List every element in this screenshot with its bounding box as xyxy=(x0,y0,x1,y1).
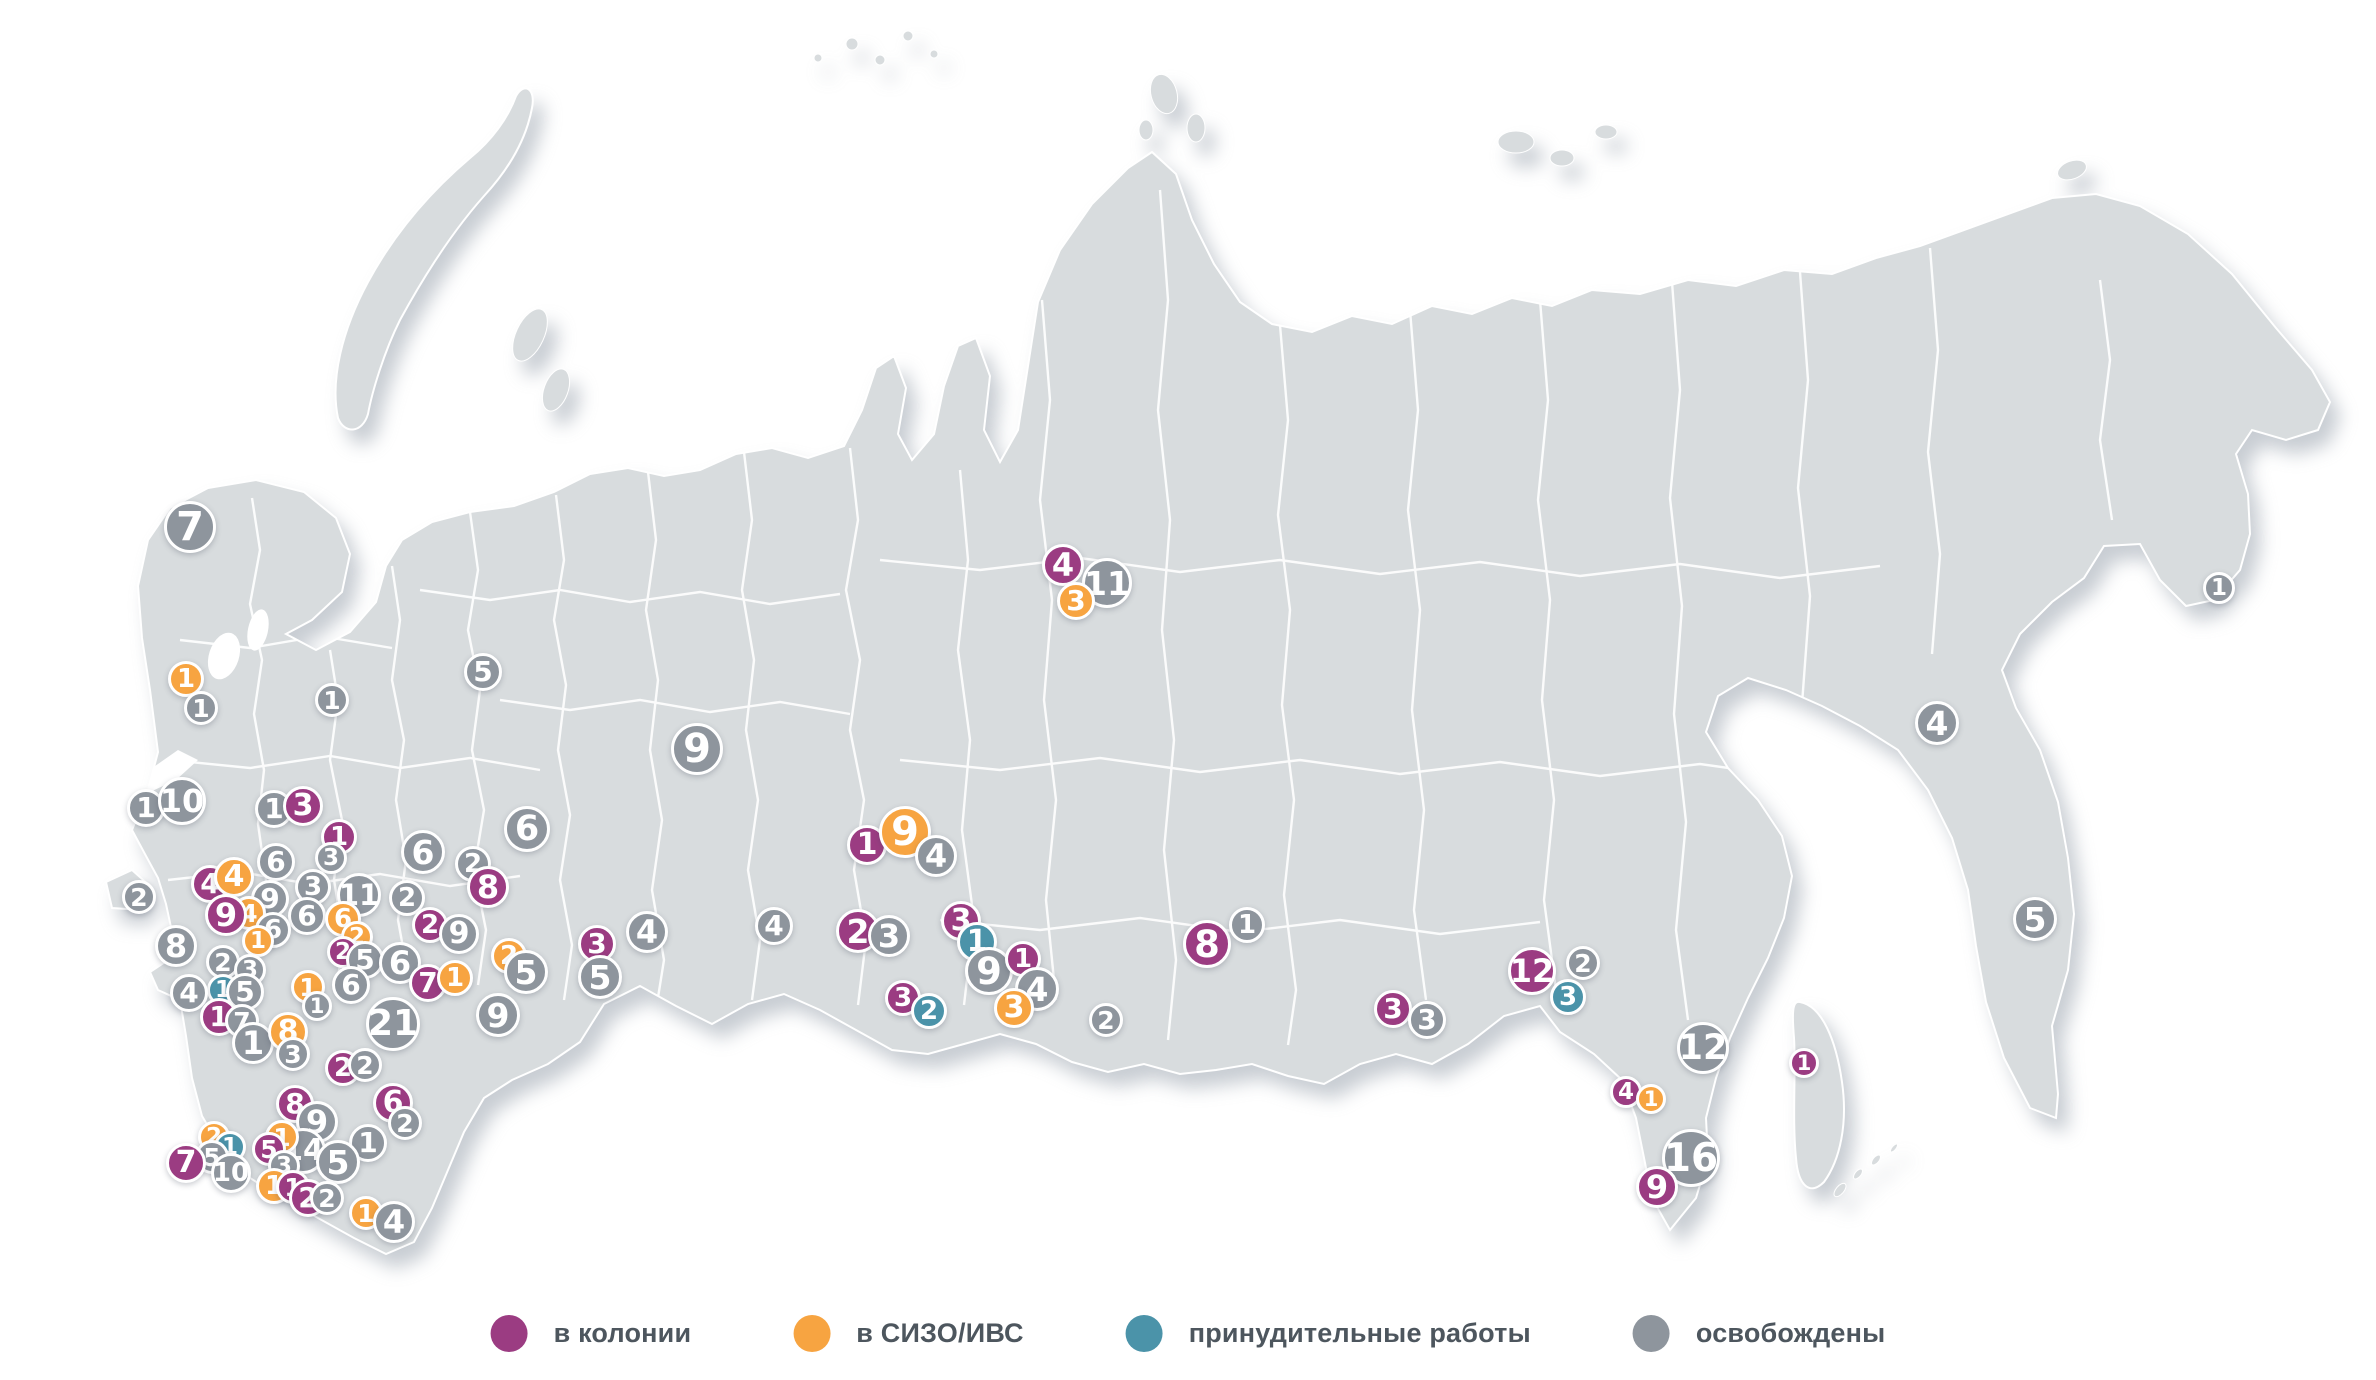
map-marker[interactable]: 1 xyxy=(1229,907,1265,943)
map-marker[interactable]: 7 xyxy=(164,501,216,553)
landmass xyxy=(104,30,2331,1255)
map-marker[interactable]: 9 xyxy=(205,894,247,936)
sizo-dot-icon xyxy=(793,1315,831,1352)
map-marker[interactable]: 2 xyxy=(1566,946,1600,980)
map-marker[interactable]: 4 xyxy=(1042,544,1084,586)
island-novaya-zemlya xyxy=(334,87,534,431)
map-marker[interactable]: 2 xyxy=(836,909,880,953)
legend-item-released: освобождены xyxy=(1632,1315,1886,1352)
map-marker[interactable]: 9 xyxy=(476,993,520,1037)
legend-label-sizo: в СИЗО/ИВС xyxy=(856,1318,1024,1348)
map-marker[interactable]: 9 xyxy=(439,914,479,954)
released-dot-icon xyxy=(1632,1315,1670,1352)
map-marker[interactable]: 1 xyxy=(2203,572,2235,604)
map-marker[interactable]: 6 xyxy=(332,966,370,1004)
map-marker[interactable]: 6 xyxy=(401,830,445,874)
map-marker[interactable]: 2 xyxy=(310,1181,344,1215)
map-marker[interactable]: 1 xyxy=(437,960,473,996)
map-marker[interactable]: 4 xyxy=(626,911,668,953)
map-marker[interactable]: 3 xyxy=(1408,1001,1446,1039)
map-marker[interactable]: 2 xyxy=(911,993,947,1029)
map-marker[interactable]: 9 xyxy=(879,806,931,858)
map-marker[interactable]: 9 xyxy=(1636,1166,1678,1208)
map-marker[interactable]: 8 xyxy=(155,925,197,967)
map-marker[interactable]: 3 xyxy=(1374,990,1412,1028)
forced-labor-dot-icon xyxy=(1125,1315,1163,1352)
map-marker[interactable]: 10 xyxy=(158,777,206,825)
map-marker[interactable]: 3 xyxy=(1057,582,1095,620)
map-marker[interactable]: 2 xyxy=(122,880,156,914)
map-marker[interactable]: 8 xyxy=(1183,920,1231,968)
map-marker[interactable]: 1 xyxy=(315,683,349,717)
map-marker[interactable]: 1 xyxy=(184,691,218,725)
map-marker[interactable]: 4 xyxy=(915,835,957,877)
island-wrangel xyxy=(2057,159,2087,181)
map-marker[interactable]: 9 xyxy=(965,947,1013,995)
map-marker[interactable]: 6 xyxy=(288,897,326,935)
map-marker[interactable]: 3 xyxy=(994,988,1034,1028)
map-marker[interactable]: 1 xyxy=(1789,1048,1819,1078)
gulf-of-finland xyxy=(138,750,198,792)
map-marker[interactable]: 10 xyxy=(211,1153,251,1193)
map-marker[interactable]: 1 xyxy=(242,925,274,957)
map-marker[interactable]: 3 xyxy=(283,786,323,826)
map-marker[interactable]: 3 xyxy=(868,915,910,957)
map-marker[interactable]: 1 xyxy=(1636,1084,1666,1114)
map-marker[interactable]: 12 xyxy=(1508,947,1556,995)
map-marker[interactable]: 5 xyxy=(2013,897,2057,941)
map-marker[interactable]: 1 xyxy=(349,1124,387,1162)
lakes xyxy=(138,609,269,792)
map-marker[interactable]: 4 xyxy=(214,857,254,897)
legend-label-forced-labor: принудительные работы xyxy=(1188,1318,1531,1348)
island-new-siberian xyxy=(1497,130,1535,154)
map-marker[interactable]: 6 xyxy=(504,806,550,852)
legend-item-sizo: в СИЗО/ИВС xyxy=(793,1315,1023,1352)
map-marker[interactable]: 4 xyxy=(373,1201,415,1243)
legend-label-released: освобождены xyxy=(1695,1318,1886,1348)
map-marker[interactable]: 4 xyxy=(1915,701,1959,745)
map-marker[interactable]: 8 xyxy=(467,866,509,908)
map-marker[interactable]: 21 xyxy=(366,997,420,1051)
map-marker[interactable]: 6 xyxy=(257,843,295,881)
map-marker[interactable]: 2 xyxy=(325,1050,361,1086)
map-marker[interactable]: 7 xyxy=(409,964,447,1002)
map-marker[interactable]: 4 xyxy=(170,974,208,1012)
map-marker[interactable]: 5 xyxy=(504,950,548,994)
map-marker[interactable]: 3 xyxy=(276,1037,310,1071)
colony-dot-icon xyxy=(490,1315,528,1352)
map-marker[interactable]: 7 xyxy=(166,1143,206,1183)
legend-label-colony: в колонии xyxy=(553,1318,692,1348)
legend-item-colony: в колонии xyxy=(490,1315,692,1352)
map-marker[interactable]: 1 xyxy=(302,991,332,1021)
map-marker[interactable]: 2 xyxy=(348,1048,382,1082)
map-marker[interactable]: 5 xyxy=(316,1140,360,1184)
map-marker[interactable]: 3 xyxy=(315,842,347,874)
map-marker[interactable]: 5 xyxy=(578,955,622,999)
map-marker[interactable]: 1 xyxy=(232,1022,274,1064)
legend-item-forced-labor: принудительные работы xyxy=(1125,1315,1531,1352)
island-franz-josef xyxy=(845,37,859,51)
map-marker[interactable]: 4 xyxy=(755,907,793,945)
legend: в колонии в СИЗО/ИВС принудительные рабо… xyxy=(490,1315,1886,1352)
map-marker[interactable]: 3 xyxy=(1550,979,1586,1015)
map-marker[interactable]: 5 xyxy=(464,653,502,691)
island-kuril xyxy=(1833,1182,1847,1198)
map-marker[interactable]: 12 xyxy=(1677,1022,1729,1074)
island-severnaya-zemlya xyxy=(1149,73,1179,115)
map-marker[interactable]: 9 xyxy=(671,723,723,775)
map-marker[interactable]: 2 xyxy=(388,1106,422,1140)
map-marker[interactable]: 2 xyxy=(1089,1003,1123,1037)
